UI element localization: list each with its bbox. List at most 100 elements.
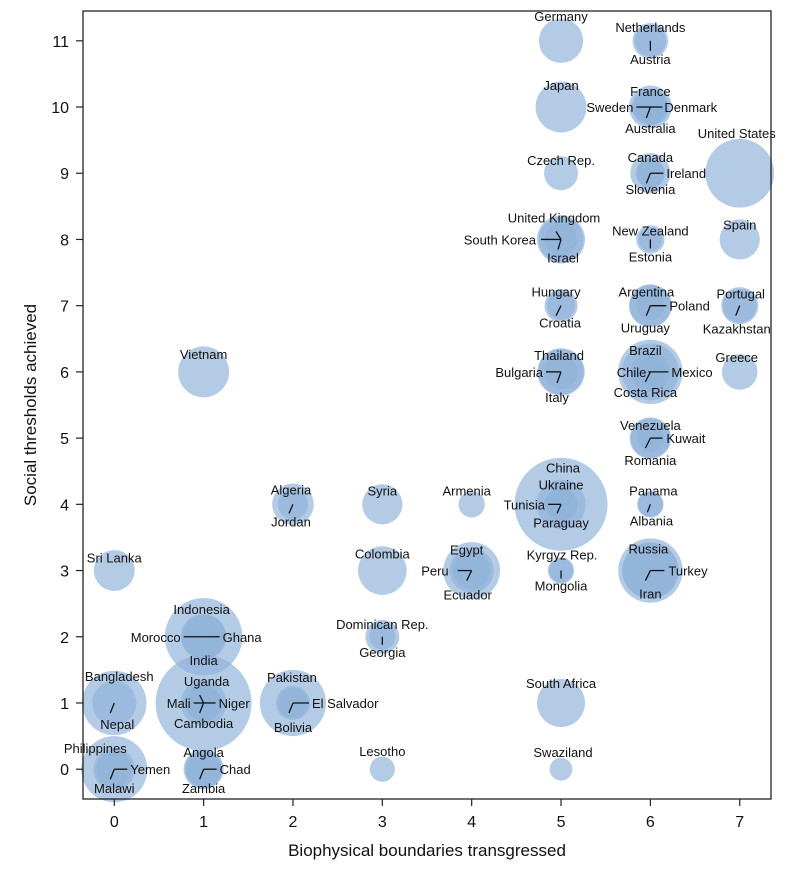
bubble — [538, 18, 584, 63]
y-tick-label: 9 — [60, 166, 69, 183]
bubble — [535, 81, 587, 133]
y-axis: 0 1 2 3 4 5 6 7 8 9 10 11 — [51, 34, 83, 779]
x-tick-label: 5 — [557, 814, 566, 831]
leader-line — [644, 371, 651, 383]
point-label: Ireland — [666, 166, 706, 181]
bubble — [358, 546, 407, 595]
point-label: Germany — [534, 9, 588, 24]
y-tick-label: 0 — [60, 762, 69, 779]
point-label: Thailand — [534, 348, 584, 363]
point-label: Colombia — [355, 547, 411, 562]
point-label: Georgia — [359, 645, 406, 660]
x-tick-label: 1 — [199, 814, 208, 831]
x-tick-label: 6 — [646, 814, 655, 831]
point-label: Hungary — [531, 285, 581, 300]
point-label: France — [630, 84, 670, 99]
point-label: Argentina — [619, 285, 675, 300]
bubble — [369, 756, 395, 782]
point-label: Portugal — [717, 287, 766, 302]
point-label: Vietnam — [180, 347, 227, 362]
point-label: Russia — [629, 542, 670, 557]
bubble — [719, 219, 760, 260]
point-label: Egypt — [450, 543, 484, 558]
y-tick-label: 4 — [60, 497, 69, 514]
point-label: Tunisia — [504, 497, 546, 512]
point-label: Syria — [368, 483, 398, 498]
point-label: India — [190, 653, 219, 668]
point-label: Ukraine — [539, 477, 584, 492]
leader-line — [645, 305, 651, 316]
point-label: Austria — [630, 52, 671, 67]
point-label: Japan — [543, 78, 578, 93]
x-tick-label: 7 — [735, 814, 744, 831]
bubble — [458, 491, 485, 518]
x-tick-label: 3 — [378, 814, 387, 831]
point-label: Yemen — [130, 762, 170, 777]
point-labels: Germany Netherlands Austria Japan FranceSwed… — [64, 9, 776, 796]
point-label: Morocco — [131, 630, 181, 645]
point-label: Ecuador — [443, 588, 492, 603]
x-tick-label: 0 — [110, 814, 119, 831]
x-tick-label: 2 — [289, 814, 298, 831]
leader-line — [199, 702, 205, 714]
y-axis-title: Social thresholds achieved — [21, 304, 40, 506]
y-tick-label: 1 — [60, 696, 69, 713]
leader-line — [644, 570, 651, 581]
point-label: Greece — [715, 350, 758, 365]
point-label: Mali — [167, 696, 191, 711]
leader-line — [645, 172, 651, 184]
bubble — [622, 542, 679, 599]
point-label: Australia — [625, 121, 676, 136]
x-tick-label: 4 — [467, 814, 476, 831]
y-tick-label: 2 — [60, 630, 69, 647]
y-tick-label: 8 — [60, 232, 69, 249]
leader-line — [556, 371, 562, 384]
point-label: Pakistan — [267, 670, 317, 685]
point-label: Turkey — [668, 564, 708, 579]
point-label: Indonesia — [173, 602, 230, 617]
leader-line — [199, 768, 205, 780]
bubble-layer — [81, 18, 775, 803]
point-label: United Kingdom — [508, 210, 601, 225]
point-label: Malawi — [94, 781, 135, 796]
point-label: Swaziland — [533, 745, 592, 760]
point-label: Netherlands — [615, 20, 686, 35]
point-label: Bulgaria — [495, 365, 543, 380]
point-label: Dominican Rep. — [336, 617, 429, 632]
point-label: Bangladesh — [85, 669, 154, 684]
leader-line — [288, 702, 294, 714]
y-tick-label: 3 — [60, 564, 69, 581]
bubble — [705, 138, 775, 208]
point-label: Lesotho — [359, 744, 405, 759]
point-label: Canada — [628, 150, 674, 165]
point-label: Panama — [629, 483, 678, 498]
point-label: Estonia — [629, 249, 673, 264]
point-label: Spain — [723, 217, 756, 232]
point-label: El Salvador — [312, 696, 379, 711]
bubble — [549, 757, 573, 781]
point-label: Israel — [547, 250, 579, 265]
point-label: Czech Rep. — [527, 153, 595, 168]
point-label: Albania — [630, 513, 674, 528]
leader-line — [557, 239, 562, 250]
bubble — [537, 678, 586, 727]
point-label: Brazil — [629, 343, 662, 358]
leader-line — [645, 106, 651, 119]
point-label: China — [546, 460, 581, 475]
point-label: Sri Lanka — [87, 551, 143, 566]
point-label: Mongolia — [535, 579, 589, 594]
leader-line — [556, 504, 562, 514]
y-tick-label: 6 — [60, 365, 69, 382]
point-label: Peru — [421, 564, 448, 579]
y-tick-label: 10 — [51, 100, 69, 117]
point-label: Chile — [617, 365, 647, 380]
point-label: Philippines — [64, 741, 127, 756]
point-label: Angola — [183, 745, 224, 760]
leader-line — [735, 305, 741, 316]
point-label: Romania — [624, 453, 677, 468]
y-tick-label: 7 — [60, 299, 69, 316]
point-label: Italy — [545, 390, 569, 405]
point-label: Uganda — [184, 674, 230, 689]
leader-line — [109, 702, 115, 714]
